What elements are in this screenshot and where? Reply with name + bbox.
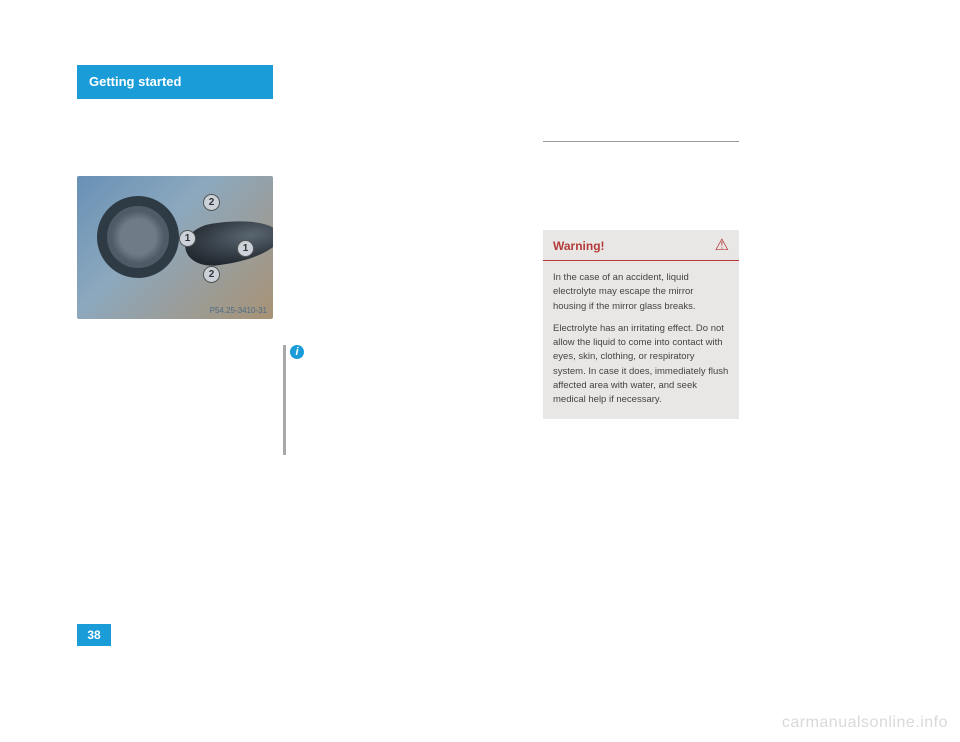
- column-divider-rule: [543, 141, 739, 142]
- steering-wheel-graphic: [97, 196, 179, 278]
- warning-para-2: Electrolyte has an irritating effect. Do…: [553, 322, 729, 408]
- warning-body: In the case of an accident, liquid elect…: [543, 261, 739, 419]
- callout-1-right: 1: [237, 240, 254, 257]
- info-icon: i: [290, 345, 304, 359]
- illustration-background: 2 2 1 1: [77, 176, 273, 319]
- warning-panel: Warning! ⚠ In the case of an accident, l…: [543, 230, 739, 419]
- control-stalk-graphic: [183, 215, 273, 270]
- warning-para-1: In the case of an accident, liquid elect…: [553, 271, 729, 314]
- page-number-box: 38: [77, 624, 111, 646]
- section-tab: Getting started: [77, 65, 273, 99]
- manual-page: Getting started 38 2 2 1 1 P54.25-3410-3…: [0, 0, 960, 742]
- watermark-text: carmanualsonline.info: [782, 714, 948, 732]
- warning-header: Warning! ⚠: [543, 230, 739, 261]
- illustration-ref-number: P54.25-3410-31: [210, 306, 267, 315]
- steering-stalk-illustration: 2 2 1 1 P54.25-3410-31: [77, 176, 273, 319]
- info-sidebar-rule: [283, 345, 286, 455]
- callout-2-bottom: 2: [203, 266, 220, 283]
- info-icon-glyph: i: [295, 346, 298, 358]
- warning-triangle-icon: ⚠: [715, 238, 729, 254]
- warning-title: Warning!: [553, 239, 605, 253]
- callout-1-left: 1: [179, 230, 196, 247]
- page-number: 38: [87, 628, 100, 642]
- callout-2-top: 2: [203, 194, 220, 211]
- section-tab-label: Getting started: [89, 74, 181, 89]
